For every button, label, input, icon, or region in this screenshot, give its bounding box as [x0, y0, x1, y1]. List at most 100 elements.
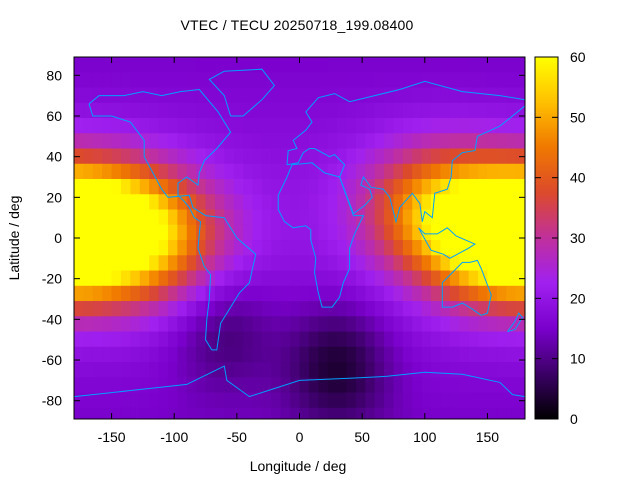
heatmap-cell [355, 316, 366, 333]
heatmap-cell [139, 57, 150, 73]
heatmap-cell [102, 72, 113, 89]
heatmap-cell [468, 407, 479, 419]
heatmap-cell [299, 331, 310, 348]
heatmap-cell [337, 255, 348, 272]
heatmap-cell [111, 148, 122, 165]
heatmap-cell [149, 102, 160, 119]
heatmap-cell [271, 209, 282, 226]
chart-title: VTEC / TECU 20250718_199.08400 [180, 17, 414, 33]
heatmap-cell [299, 346, 310, 363]
heatmap-cell [111, 57, 122, 73]
heatmap-cell [496, 72, 507, 89]
heatmap-cell [431, 133, 442, 150]
heatmap-cell [167, 102, 178, 119]
heatmap-cell [167, 316, 178, 333]
y-tick-label: 0 [54, 230, 62, 246]
x-tick-label: 150 [476, 429, 500, 445]
heatmap-cell [421, 57, 432, 73]
heatmap-cell [261, 194, 272, 211]
heatmap-cell [468, 133, 479, 150]
heatmap-cell [261, 163, 272, 180]
heatmap-cell [261, 118, 272, 134]
heatmap-cell [261, 57, 272, 73]
heatmap-cell [440, 118, 451, 134]
heatmap-cell [252, 285, 263, 302]
heatmap-cell [318, 255, 329, 272]
heatmap-cell [252, 362, 263, 378]
heatmap-cell [167, 72, 178, 89]
heatmap-cell [224, 72, 235, 89]
heatmap-cell [120, 285, 131, 302]
coastline [208, 68, 276, 117]
heatmap-cell [346, 392, 357, 409]
heatmap-cell [167, 209, 178, 226]
heatmap-cell [149, 87, 160, 104]
y-axis-label: Latitude / deg [6, 196, 22, 281]
heatmap-cell [421, 301, 432, 317]
heatmap-cell [449, 240, 460, 256]
heatmap-cell [243, 209, 254, 226]
heatmap-cell [120, 301, 131, 317]
heatmap-cell [487, 102, 498, 119]
heatmap-cell [393, 331, 404, 348]
heatmap-cell [374, 102, 385, 119]
heatmap-cell [149, 194, 160, 211]
heatmap-cell [92, 331, 103, 348]
heatmap-cell [130, 118, 141, 134]
heatmap-cell [402, 392, 413, 409]
heatmap-cell [496, 57, 507, 73]
heatmap-cell [290, 224, 301, 241]
heatmap-cell [355, 270, 366, 287]
heatmap-cell [252, 377, 263, 394]
heatmap-cell [111, 301, 122, 317]
heatmap-cell [149, 163, 160, 180]
heatmap-cell [83, 377, 94, 394]
heatmap-cell [243, 301, 254, 317]
heatmap-cell [224, 118, 235, 134]
heatmap-cell [308, 194, 319, 211]
heatmap-cell [177, 285, 188, 302]
heatmap-cell [280, 285, 291, 302]
heatmap-cell [224, 194, 235, 211]
heatmap-cell [196, 72, 207, 89]
heatmap-cell [271, 301, 282, 317]
heatmap-cell [337, 194, 348, 211]
heatmap-cell [421, 209, 432, 226]
heatmap-cell [478, 87, 489, 104]
heatmap-cell [205, 301, 216, 317]
heatmap-cell [252, 240, 263, 256]
heatmap-cell [384, 102, 395, 119]
heatmap-cell [318, 270, 329, 287]
heatmap-cell [130, 224, 141, 241]
heatmap-cell [412, 102, 423, 119]
heatmap-cell [214, 346, 225, 363]
heatmap-cell [299, 240, 310, 256]
y-tick-label: -20 [42, 271, 62, 287]
heatmap-cell [111, 133, 122, 150]
heatmap-cell [402, 346, 413, 363]
heatmap-cell [243, 285, 254, 302]
heatmap-cell [327, 194, 338, 211]
heatmap-cell [308, 331, 319, 348]
heatmap-cell [515, 179, 525, 195]
heatmap-cell [167, 377, 178, 394]
heatmap-cell [431, 331, 442, 348]
heatmap-cell [120, 133, 131, 150]
colorbar-tick-label: 0 [570, 411, 578, 427]
heatmap-cell [412, 133, 423, 150]
heatmap-cell [111, 102, 122, 119]
heatmap-cell [337, 209, 348, 226]
heatmap-cell [290, 57, 301, 73]
heatmap-cell [468, 377, 479, 394]
heatmap-cell [431, 179, 442, 195]
heatmap-cell [149, 240, 160, 256]
heatmap-cell [478, 301, 489, 317]
heatmap-cell [186, 133, 197, 150]
heatmap-cell [487, 362, 498, 378]
heatmap-cell [468, 331, 479, 348]
heatmap-cell [468, 346, 479, 363]
heatmap-cell [365, 194, 376, 211]
heatmap-cell [506, 133, 517, 150]
heatmap-cell [421, 133, 432, 150]
heatmap-cell [440, 209, 451, 226]
